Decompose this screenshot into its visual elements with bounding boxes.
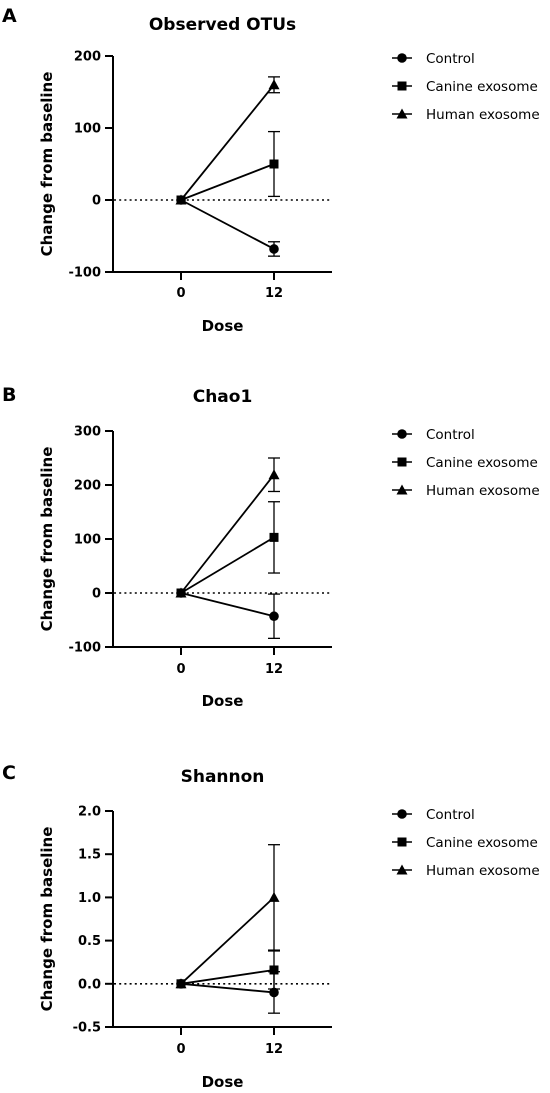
legend-entry: Canine exosome bbox=[392, 835, 538, 851]
y-tick-label: 0.0 bbox=[78, 977, 101, 992]
series-line bbox=[180, 474, 275, 594]
y-tick-label: -0.5 bbox=[73, 1021, 101, 1036]
y-tick-label: -100 bbox=[68, 641, 101, 656]
y-tick-label: 100 bbox=[74, 122, 101, 137]
series-line bbox=[180, 969, 275, 985]
chart-panel-a: A Observed OTUs Change from baseline Dose -1… bbox=[2, 5, 540, 335]
series-control bbox=[176, 588, 280, 640]
legend-marker bbox=[397, 457, 407, 467]
legend-label: Human exosome bbox=[426, 863, 540, 879]
legend-entry: Control bbox=[392, 51, 475, 67]
series-line bbox=[180, 592, 275, 618]
series-human-exosome bbox=[175, 76, 280, 205]
x-tick-label: 12 bbox=[265, 662, 283, 677]
legend-entry: Canine exosome bbox=[392, 455, 538, 471]
series-human-exosome bbox=[175, 457, 280, 598]
data-point bbox=[269, 532, 279, 542]
x-tick-label: 12 bbox=[265, 286, 283, 301]
y-tick-label: 1.5 bbox=[78, 848, 101, 863]
legend-entry: Canine exosome bbox=[392, 79, 538, 95]
legend-entry: Human exosome bbox=[392, 483, 540, 499]
legend-label: Human exosome bbox=[426, 483, 540, 499]
legend-label: Canine exosome bbox=[426, 835, 538, 851]
legend-marker bbox=[397, 81, 407, 91]
legend-marker bbox=[397, 837, 407, 847]
legend-label: Human exosome bbox=[426, 107, 540, 123]
legend-marker bbox=[396, 484, 408, 495]
data-point bbox=[268, 891, 280, 902]
data-point bbox=[268, 469, 280, 480]
series-line bbox=[180, 982, 275, 994]
y-tick-label: 0.5 bbox=[78, 934, 101, 949]
series-canine-exosome bbox=[176, 501, 280, 598]
y-tick-label: 200 bbox=[74, 50, 101, 65]
y-tick-label: 300 bbox=[74, 425, 101, 440]
legend-entry: Control bbox=[392, 807, 475, 823]
series-control bbox=[176, 971, 280, 1014]
series-human-exosome bbox=[175, 844, 280, 989]
data-point bbox=[175, 587, 187, 598]
legend-entry: Human exosome bbox=[392, 107, 540, 123]
series-line bbox=[180, 163, 275, 201]
data-point bbox=[269, 987, 279, 998]
legend-entry: Human exosome bbox=[392, 863, 540, 879]
data-point bbox=[269, 244, 279, 254]
legend-entry: Control bbox=[392, 427, 475, 443]
y-tick-label: 2.0 bbox=[78, 805, 101, 820]
y-axis-label: Change from baseline bbox=[38, 447, 56, 632]
legend-label: Control bbox=[426, 807, 475, 823]
data-point bbox=[269, 611, 279, 622]
y-tick-label: 0 bbox=[92, 194, 101, 209]
panel-letter: A bbox=[2, 5, 17, 27]
data-point bbox=[268, 79, 280, 90]
chart-panel-b: B Chao1 Change from baseline Dose -100 0 100 20… bbox=[2, 384, 540, 710]
legend-label: Control bbox=[426, 427, 475, 443]
data-point bbox=[269, 159, 279, 169]
y-tick-label: 0 bbox=[92, 587, 101, 602]
legend-label: Control bbox=[426, 51, 475, 67]
chart-title: Chao1 bbox=[193, 387, 253, 407]
panel-letter: C bbox=[2, 762, 16, 784]
legend-marker bbox=[397, 429, 407, 439]
x-tick-label: 0 bbox=[176, 1042, 185, 1057]
chart-title: Shannon bbox=[181, 767, 265, 787]
series-line bbox=[180, 199, 275, 250]
chart-title: Observed OTUs bbox=[149, 15, 296, 35]
legend-label: Canine exosome bbox=[426, 455, 538, 471]
x-tick-label: 12 bbox=[265, 1042, 283, 1057]
legend-marker bbox=[396, 108, 408, 119]
legend-label: Canine exosome bbox=[426, 79, 538, 95]
data-point bbox=[175, 194, 187, 205]
legend-marker bbox=[397, 53, 407, 63]
legend-marker bbox=[396, 864, 408, 875]
series-control bbox=[176, 195, 280, 257]
x-axis-label: Dose bbox=[202, 317, 244, 335]
y-tick-label: 100 bbox=[74, 533, 101, 548]
data-point bbox=[175, 978, 187, 989]
y-tick-label: 1.0 bbox=[78, 891, 101, 906]
series-line bbox=[180, 896, 275, 985]
series-line bbox=[180, 84, 275, 201]
x-axis-label: Dose bbox=[202, 1073, 244, 1091]
y-axis-label: Change from baseline bbox=[38, 827, 56, 1012]
x-axis-label: Dose bbox=[202, 692, 244, 710]
x-tick-label: 0 bbox=[176, 662, 185, 677]
series-line bbox=[180, 536, 275, 594]
chart-panel-c: C Shannon Change from baseline Dose -0.5 0.0 0… bbox=[2, 762, 540, 1091]
x-tick-label: 0 bbox=[176, 286, 185, 301]
data-point bbox=[269, 965, 279, 975]
legend-marker bbox=[397, 809, 407, 819]
y-axis-label: Change from baseline bbox=[38, 72, 56, 257]
y-tick-label: -100 bbox=[68, 266, 101, 281]
panel-letter: B bbox=[2, 384, 16, 406]
y-tick-label: 200 bbox=[74, 479, 101, 494]
